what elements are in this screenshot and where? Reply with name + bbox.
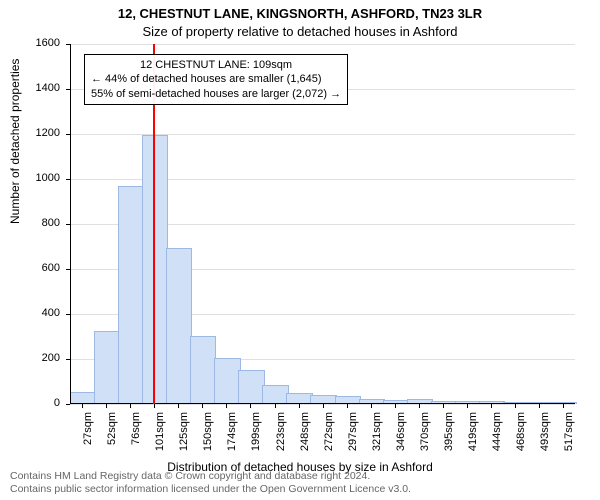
xtick-mark <box>347 404 348 408</box>
xtick-mark <box>467 404 468 408</box>
xtick-label: 27sqm <box>82 412 94 460</box>
histogram-bar <box>214 358 240 404</box>
xtick-mark <box>299 404 300 408</box>
xtick-label: 444sqm <box>491 412 503 460</box>
xtick-label: 419sqm <box>467 412 479 460</box>
xtick-mark <box>178 404 179 408</box>
histogram-bar <box>190 336 216 405</box>
xtick-mark <box>130 404 131 408</box>
ytick-label: 1600 <box>12 37 60 49</box>
chart-title-sub: Size of property relative to detached ho… <box>0 24 600 39</box>
y-axis <box>70 44 71 404</box>
xtick-label: 76sqm <box>130 412 142 460</box>
xtick-mark <box>250 404 251 408</box>
xtick-label: 346sqm <box>395 412 407 460</box>
xtick-mark <box>443 404 444 408</box>
xtick-mark <box>419 404 420 408</box>
ytick-label: 400 <box>12 307 60 319</box>
ytick-label: 200 <box>12 352 60 364</box>
ytick-label: 1400 <box>12 82 60 94</box>
annotation-line3: 55% of semi-detached houses are larger (… <box>91 87 341 101</box>
histogram-bar <box>166 248 192 404</box>
histogram-bar <box>118 186 144 404</box>
xtick-mark <box>106 404 107 408</box>
xtick-label: 297sqm <box>347 412 359 460</box>
xtick-label: 101sqm <box>154 412 166 460</box>
xtick-label: 370sqm <box>419 412 431 460</box>
xtick-mark <box>563 404 564 408</box>
ytick-label: 0 <box>12 397 60 409</box>
xtick-mark <box>395 404 396 408</box>
footer-line2: Contains public sector information licen… <box>10 483 411 496</box>
xtick-mark <box>515 404 516 408</box>
footer-line1: Contains HM Land Registry data © Crown c… <box>10 470 411 483</box>
xtick-label: 272sqm <box>323 412 335 460</box>
xtick-label: 395sqm <box>443 412 455 460</box>
xtick-mark <box>323 404 324 408</box>
x-axis <box>70 403 575 404</box>
xtick-label: 52sqm <box>106 412 118 460</box>
xtick-label: 125sqm <box>178 412 190 460</box>
xtick-mark <box>491 404 492 408</box>
xtick-mark <box>539 404 540 408</box>
xtick-label: 174sqm <box>226 412 238 460</box>
xtick-mark <box>275 404 276 408</box>
annotation-line2: ← 44% of detached houses are smaller (1,… <box>91 72 341 86</box>
xtick-label: 468sqm <box>515 412 527 460</box>
xtick-mark <box>82 404 83 408</box>
gridline <box>70 44 575 45</box>
ytick-label: 1200 <box>12 127 60 139</box>
ytick-mark <box>66 404 70 405</box>
histogram-bar <box>262 385 288 404</box>
xtick-mark <box>371 404 372 408</box>
chart-title-main: 12, CHESTNUT LANE, KINGSNORTH, ASHFORD, … <box>0 6 600 21</box>
xtick-label: 517sqm <box>563 412 575 460</box>
annotation-line1: 12 CHESTNUT LANE: 109sqm <box>91 58 341 72</box>
xtick-mark <box>226 404 227 408</box>
ytick-label: 600 <box>12 262 60 274</box>
xtick-label: 493sqm <box>539 412 551 460</box>
ytick-label: 1000 <box>12 172 60 184</box>
histogram-bar <box>238 370 264 404</box>
ytick-label: 800 <box>12 217 60 229</box>
xtick-label: 321sqm <box>371 412 383 460</box>
histogram-bar <box>94 331 120 404</box>
xtick-label: 248sqm <box>299 412 311 460</box>
xtick-label: 150sqm <box>202 412 214 460</box>
footer-attribution: Contains HM Land Registry data © Crown c… <box>10 470 411 496</box>
xtick-label: 223sqm <box>275 412 287 460</box>
xtick-mark <box>202 404 203 408</box>
xtick-mark <box>154 404 155 408</box>
annotation-box: 12 CHESTNUT LANE: 109sqm ← 44% of detach… <box>84 54 348 105</box>
xtick-label: 199sqm <box>250 412 262 460</box>
